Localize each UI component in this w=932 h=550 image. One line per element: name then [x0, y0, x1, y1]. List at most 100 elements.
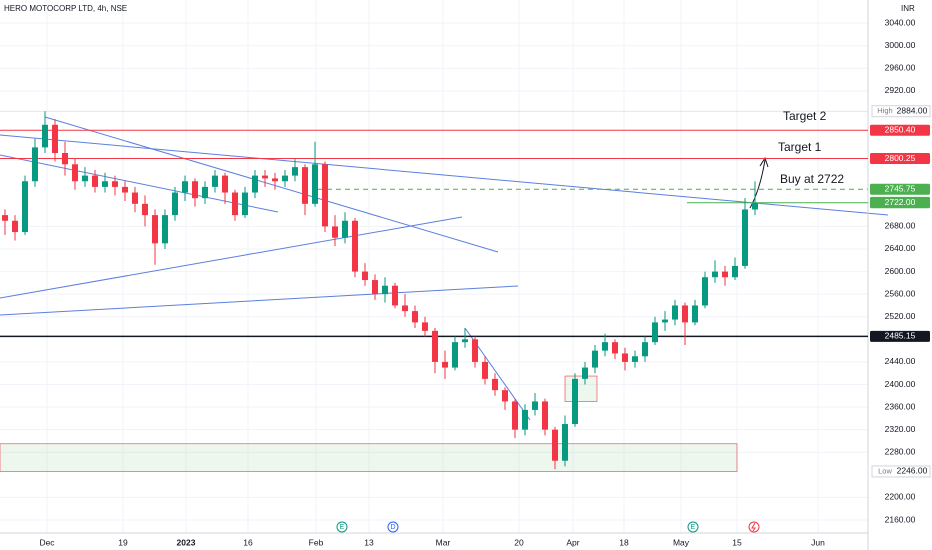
candle-body	[512, 401, 518, 430]
candle-body	[222, 175, 228, 193]
candle-body	[82, 175, 88, 182]
price-badge-label: 2800.25	[885, 153, 916, 163]
candle-body	[542, 401, 548, 430]
candle-body	[32, 147, 38, 182]
candle-body	[382, 285, 388, 295]
hl-value: 2246.00	[897, 466, 928, 476]
hl-label: Low	[878, 466, 892, 475]
y-tick-label: 2680.00	[885, 221, 916, 231]
candle-body	[422, 322, 428, 331]
y-tick-label: 2400.00	[885, 379, 916, 389]
annotation: Buy at 2722	[780, 172, 844, 186]
candle-body	[192, 181, 198, 199]
candle-body	[322, 164, 328, 227]
candle-body	[392, 285, 398, 306]
candle-body	[62, 153, 68, 165]
price-badge	[870, 330, 930, 342]
x-tick-label: Mar	[436, 537, 451, 547]
candle-body	[372, 280, 378, 295]
candle-body	[162, 215, 168, 244]
candle-body	[132, 192, 138, 204]
price-badge	[870, 197, 930, 209]
x-tick-label: Dec	[39, 537, 55, 547]
annotation: Target 1	[778, 140, 822, 154]
x-tick-label: 13	[364, 537, 374, 547]
hl-badge	[871, 105, 931, 118]
candle-body	[2, 215, 8, 221]
candle-body	[592, 350, 598, 368]
candle-body	[182, 181, 188, 193]
hl-badge	[871, 465, 931, 478]
candle-body	[702, 277, 708, 306]
y-tick-label: 2320.00	[885, 424, 916, 434]
candle-body	[442, 361, 448, 368]
candle-body	[152, 215, 158, 244]
candle-body	[752, 202, 758, 210]
candle-body	[352, 220, 358, 272]
x-tick-label: 15	[732, 537, 742, 547]
candle-body	[202, 186, 208, 199]
event-label: E	[340, 524, 345, 531]
price-badge-label: 2722.00	[885, 197, 916, 207]
candle-body	[562, 424, 568, 461]
candle-body	[622, 353, 628, 362]
price-badge-label: 2850.40	[885, 124, 916, 134]
trendline	[0, 285, 519, 316]
candle-body	[272, 178, 278, 182]
candle-body	[722, 271, 728, 278]
candle-body	[642, 342, 648, 357]
candle-body	[742, 209, 748, 266]
candle-body	[482, 361, 488, 379]
y-tick-label: 2640.00	[885, 243, 916, 253]
event-icon	[687, 521, 699, 533]
candle-body	[112, 181, 118, 187]
candle-body	[612, 342, 618, 354]
price-badge-label: 2745.75	[885, 184, 916, 194]
chart-title: HERO MOTOCORP LTD, 4h, NSE	[4, 4, 127, 13]
candle-body	[452, 342, 458, 368]
candle-body	[312, 164, 318, 204]
candle-body	[632, 356, 638, 362]
candle-body	[22, 181, 28, 233]
event-icon	[387, 521, 399, 533]
trendline	[44, 116, 499, 253]
trendlines	[0, 116, 889, 421]
candle-body	[332, 226, 338, 238]
event-label: D	[390, 524, 395, 531]
event-icon	[336, 521, 348, 533]
candle-body	[402, 305, 408, 312]
currency: INR	[901, 4, 915, 13]
candle-body	[532, 401, 538, 410]
candle-body	[522, 409, 528, 430]
y-tick-label: 2560.00	[885, 288, 916, 298]
event-icon	[748, 521, 760, 533]
x-tick-label: 18	[619, 537, 629, 547]
candle-body	[712, 271, 718, 278]
candle-body	[652, 322, 658, 343]
candle-body	[242, 192, 248, 216]
candle-body	[432, 330, 438, 362]
price-badge	[870, 183, 930, 195]
x-tick-label: 20	[514, 537, 524, 547]
candle-body	[72, 164, 78, 182]
y-tick-label: 2160.00	[885, 514, 916, 524]
trendline	[0, 154, 279, 213]
candle-body	[472, 339, 478, 362]
candle-body	[602, 342, 608, 351]
y-tick-label: 2920.00	[885, 85, 916, 95]
x-tick-label: Apr	[566, 537, 579, 547]
candle-body	[42, 124, 48, 148]
annotation: Target 2	[783, 109, 827, 123]
hl-value: 2884.00	[897, 105, 928, 115]
price-badge-label: 2485.15	[885, 331, 916, 341]
candle-body	[662, 319, 668, 323]
candle-body	[682, 305, 688, 323]
zone	[564, 375, 598, 402]
trendline	[0, 134, 889, 216]
candle-body	[362, 271, 368, 281]
candle-body	[342, 220, 348, 238]
candle-body	[252, 175, 258, 193]
candle-body	[732, 265, 738, 278]
candle-body	[672, 305, 678, 320]
